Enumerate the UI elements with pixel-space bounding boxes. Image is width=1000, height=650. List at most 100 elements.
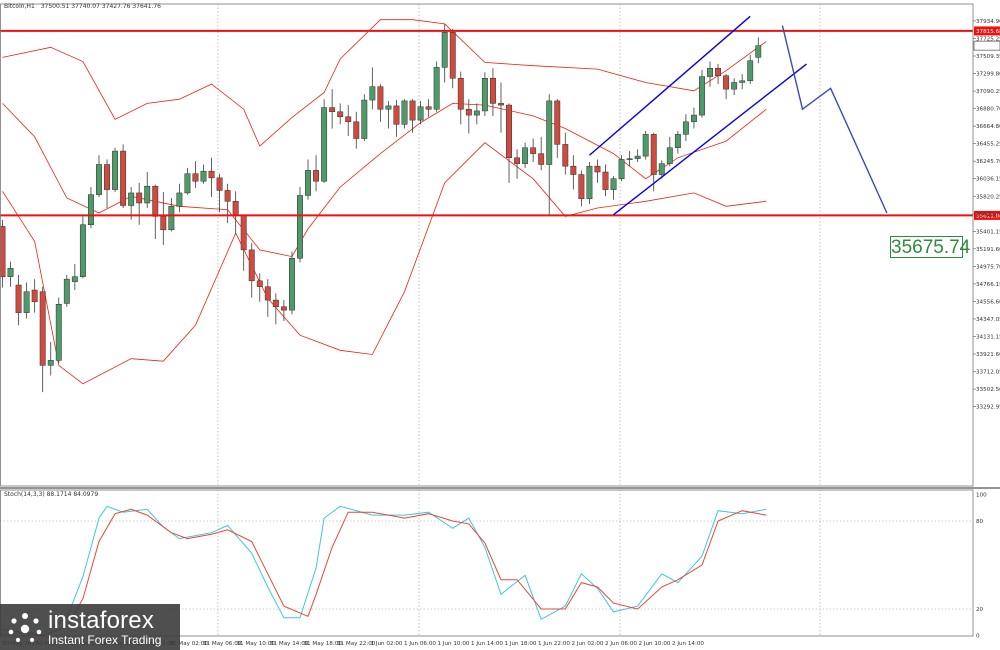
candle-body [747, 60, 754, 82]
candle [498, 82, 504, 133]
level-tag-1 [974, 210, 1000, 220]
candle [248, 243, 255, 298]
candle-body [699, 76, 705, 116]
candle [31, 279, 38, 313]
candle-body [377, 86, 384, 110]
candle [297, 187, 303, 263]
time-label: 1 Jun 10:00 [438, 641, 470, 647]
watermark-name: instaforex [48, 607, 155, 634]
candle-body [498, 103, 504, 106]
candle [666, 136, 673, 167]
candle-body [200, 170, 207, 182]
candle [208, 157, 215, 198]
candle-body [626, 158, 633, 160]
time-label: 1 Jun 22:00 [538, 641, 570, 647]
candle-body [554, 100, 561, 145]
candle [329, 89, 336, 129]
candle [15, 274, 22, 326]
price-tick-label: 36664.80 [976, 124, 1000, 130]
candle [216, 173, 223, 213]
candle-body [658, 163, 665, 175]
channel-line-1 [613, 63, 807, 216]
candle-body [755, 45, 762, 58]
candle-body [176, 192, 183, 207]
candle [377, 84, 384, 122]
candle-body [120, 150, 127, 206]
candle [674, 131, 681, 154]
candle [602, 164, 609, 197]
candle [707, 61, 713, 87]
candle [280, 300, 287, 322]
candle-body [666, 147, 673, 164]
target-price-label: 35675.74 [890, 236, 971, 258]
candle [87, 187, 94, 229]
candle [594, 159, 601, 183]
candle-body [602, 171, 609, 190]
candle [369, 67, 376, 110]
candle-body [224, 190, 231, 202]
candle [401, 99, 408, 129]
candle-body [634, 155, 641, 159]
level-label-0: 37815.68 [976, 29, 1000, 35]
ohlc-values: 37500.51 37740.07 37427.76 37641.76 [41, 3, 161, 10]
price-tick-label: 36245.70 [976, 159, 1000, 165]
candle [465, 99, 472, 134]
candle-body [361, 99, 368, 139]
candle-body [385, 105, 392, 110]
candle-body [112, 150, 119, 190]
candle [618, 155, 625, 182]
candle-body [707, 67, 713, 77]
candle-body [473, 110, 480, 116]
candle [385, 100, 392, 129]
price-tick-label: 35191.60 [976, 247, 1000, 253]
candle [723, 74, 730, 100]
candle-body [0, 226, 6, 277]
chart-frames [0, 3, 1000, 637]
candle [176, 183, 183, 213]
time-label: 2 Jun 06:00 [605, 641, 637, 647]
candle-body [586, 165, 593, 200]
price-tick-label: 37934.90 [976, 19, 1000, 25]
candle [184, 167, 191, 195]
trend-lines[interactable] [588, 15, 888, 216]
candle-body [96, 164, 102, 195]
candle [112, 147, 119, 193]
candle-body [256, 280, 263, 287]
candle-body [63, 278, 70, 304]
price-levels[interactable]: 37815.68 35611.86 [0, 26, 1000, 220]
time-label: 2 Jun 14:00 [672, 641, 704, 647]
candle-body [642, 134, 649, 157]
candle-body [329, 107, 336, 113]
candle-body [184, 173, 191, 194]
candle [63, 274, 70, 307]
candle [361, 94, 368, 142]
candle [578, 170, 585, 207]
time-label: 31 May 18:00 [304, 641, 343, 647]
candle [425, 99, 432, 117]
time-label: 2 Jun 02:00 [572, 641, 604, 647]
candle [224, 183, 231, 224]
stoch-line-signal [2, 508, 767, 636]
candle [313, 155, 320, 192]
candle-body [288, 257, 295, 311]
price-tick-label: 36455.25 [976, 142, 1000, 148]
candle-body [690, 114, 697, 123]
candle [272, 293, 279, 325]
candle [79, 216, 86, 279]
watermark-tagline: Instant Forex Trading [48, 633, 162, 647]
time-label: 31 May 22:00 [337, 641, 376, 647]
candle [104, 159, 110, 209]
candle-body [7, 268, 14, 277]
candle-body [240, 215, 247, 251]
candle-body [321, 107, 328, 182]
candle-body [393, 105, 400, 125]
price-axis: 37934.90 37725.25 37509.35 37299.80 37090.25… [973, 19, 1000, 411]
candle-body [674, 134, 681, 148]
stoch-header: Stoch(14,3,3) 88.1714 84.0979 [4, 491, 98, 498]
stoch-line-main [2, 505, 767, 635]
candle [441, 23, 448, 83]
price-tick-label: 37509.35 [976, 54, 1000, 60]
candle-body [353, 121, 360, 139]
time-label: 31 May 02:00 [170, 641, 209, 647]
